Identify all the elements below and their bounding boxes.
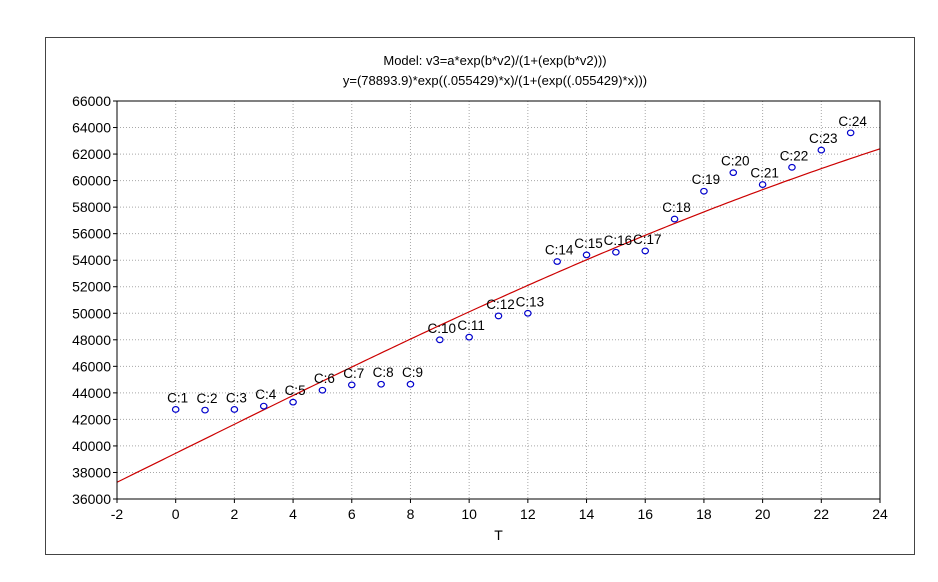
y-tick-label: 60000 (72, 173, 111, 189)
data-point (259, 402, 268, 410)
data-point-label: C:22 (780, 148, 809, 163)
data-point (230, 406, 239, 413)
y-tick-label: 56000 (72, 226, 111, 242)
data-point (846, 129, 855, 137)
data-point-label: C:23 (809, 131, 838, 146)
data-point-label: C:17 (633, 232, 662, 247)
data-point (788, 163, 796, 171)
data-point-label: C:20 (721, 154, 750, 169)
data-point-label: C:9 (402, 365, 423, 380)
y-tick-label: 46000 (72, 358, 111, 374)
data-point (494, 312, 503, 320)
x-tick-label: 12 (520, 506, 536, 522)
data-point-label: C:14 (545, 243, 574, 258)
data-point (582, 251, 591, 259)
data-point (553, 258, 561, 265)
data-point (641, 247, 650, 255)
x-tick-label: 14 (579, 506, 595, 522)
data-point (171, 406, 180, 413)
y-tick-label: 42000 (72, 411, 111, 427)
x-tick-label: 24 (872, 506, 888, 522)
x-tick-label: 8 (407, 506, 415, 522)
y-tick-label: 38000 (72, 464, 111, 480)
data-point-label: C:1 (167, 390, 188, 405)
data-point-label: C:3 (226, 390, 247, 405)
y-tick-label: 64000 (72, 120, 111, 136)
y-tick-label: 36000 (72, 491, 111, 507)
data-point-label: C:11 (457, 318, 485, 333)
axis-ticks-layer: -2 0 2 4 6 8 10 12 14 16 18 20 22 2436000380004000042… (72, 93, 888, 522)
data-point-label: C:19 (692, 172, 721, 187)
chart-title-line-2: y=(78893.9)*exp((.055429)*x)/(1+(exp((.0… (343, 73, 647, 88)
x-tick-label: 16 (637, 506, 653, 522)
data-point-label: C:10 (428, 321, 457, 336)
x-tick-label: 6 (348, 506, 356, 522)
x-tick-label: 10 (461, 506, 477, 522)
plot-area-border (116, 100, 881, 500)
y-tick-label: 66000 (72, 93, 111, 109)
data-point-label: C:13 (516, 294, 545, 309)
y-tick-label: 58000 (72, 199, 111, 215)
x-tick-label: 2 (230, 506, 238, 522)
data-point (201, 406, 209, 414)
data-point (729, 169, 738, 177)
data-point (465, 333, 473, 341)
data-point (406, 380, 415, 388)
x-tick-label: 0 (172, 506, 180, 522)
data-point-label: C:5 (285, 383, 306, 398)
point-labels-layer: C:1 C:2 C:3 C:4 C:5C:6 C:7 C:8 C:9C:10 C:11C:12 C… (167, 114, 867, 406)
data-points-layer (171, 129, 855, 414)
data-point (670, 215, 679, 223)
data-point-label: C:16 (604, 233, 633, 248)
y-tick-label: 54000 (72, 252, 111, 268)
x-tick-label: 18 (696, 506, 712, 522)
data-point (377, 380, 385, 388)
data-point (436, 336, 444, 344)
x-tick-label: -2 (111, 506, 124, 522)
y-tick-label: 50000 (72, 305, 111, 321)
x-tick-label: 22 (814, 506, 830, 522)
data-point (758, 181, 767, 188)
data-point-label: C:2 (197, 391, 218, 406)
data-point (289, 398, 297, 406)
x-tick-label: 4 (289, 506, 297, 522)
data-point-label: C:15 (574, 236, 603, 251)
data-point-label: C:8 (373, 365, 394, 380)
data-point-label: C:12 (486, 297, 515, 312)
data-point-label: C:7 (343, 366, 364, 381)
data-point (524, 309, 532, 317)
data-point (347, 381, 356, 389)
chart-frame: Model: v3=a*exp(b*v2)/(1+(exp(b*v2))) y=… (45, 37, 915, 555)
y-tick-label: 44000 (72, 385, 111, 401)
data-point (817, 146, 826, 154)
data-point-label: C:18 (662, 200, 691, 215)
fit-curve (117, 148, 880, 483)
chart-title-line-1: Model: v3=a*exp(b*v2)/(1+(exp(b*v2))) (383, 53, 606, 68)
fit-curve-layer (117, 148, 880, 483)
data-point-label: C:6 (314, 371, 335, 386)
x-tick-label: 20 (755, 506, 771, 522)
data-point (700, 187, 708, 195)
data-point-label: C:21 (750, 166, 779, 181)
y-tick-label: 48000 (72, 332, 111, 348)
data-point (612, 248, 620, 256)
x-axis-label: T (494, 527, 503, 543)
scatter-chart: Model: v3=a*exp(b*v2)/(1+(exp(b*v2))) y=… (72, 53, 888, 543)
y-tick-label: 62000 (72, 146, 111, 162)
data-point-label: C:4 (255, 387, 277, 402)
y-tick-label: 40000 (72, 438, 111, 454)
data-point-label: C:24 (838, 114, 867, 129)
y-tick-label: 52000 (72, 279, 111, 295)
data-point (318, 386, 327, 394)
